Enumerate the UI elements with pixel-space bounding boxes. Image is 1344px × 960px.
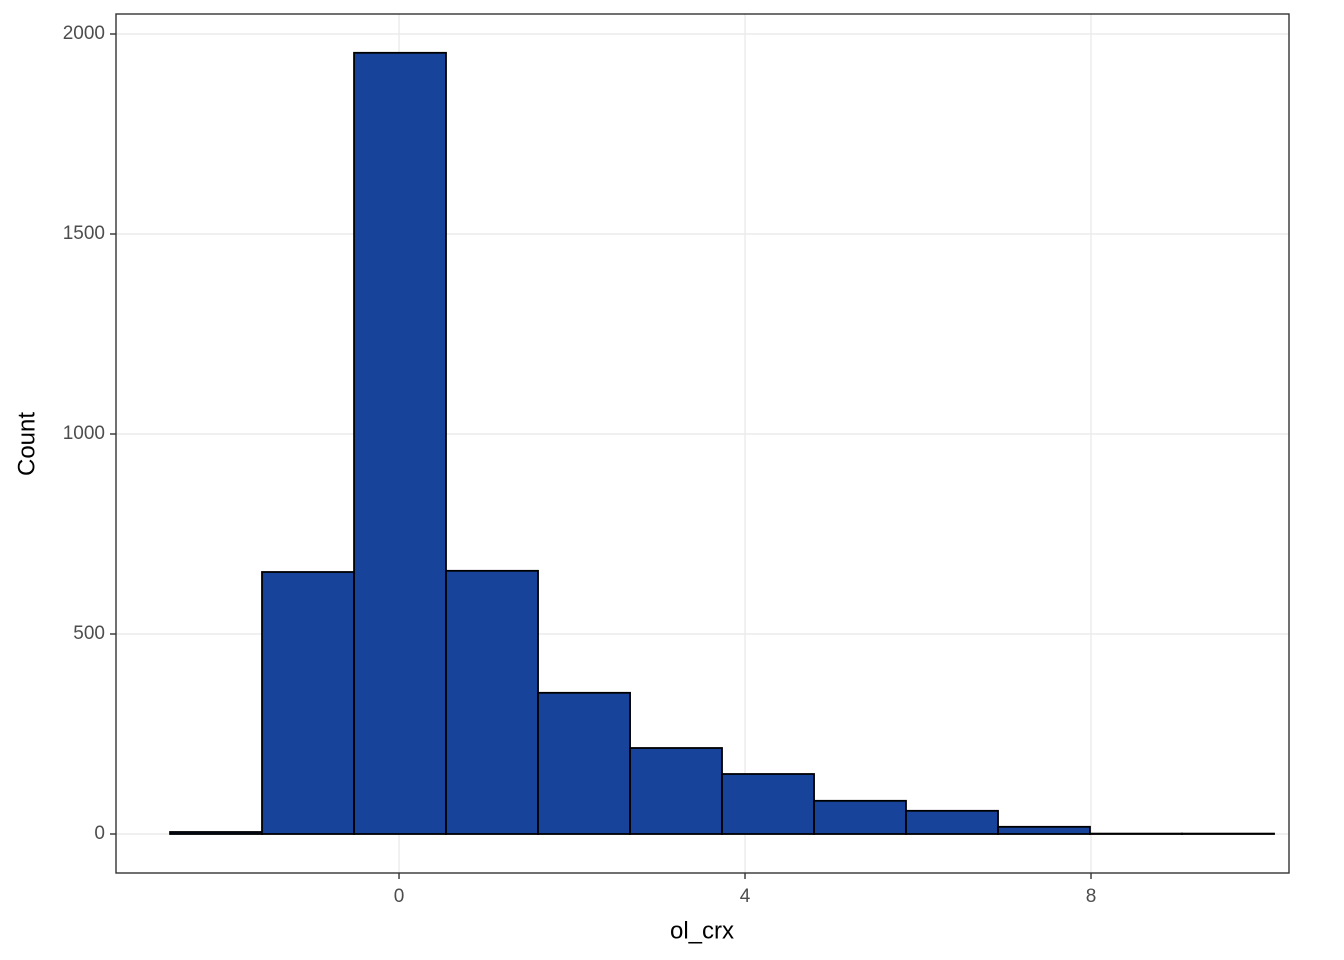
panel-border [115, 13, 1290, 874]
y-tick-label: 500 [73, 623, 105, 644]
x-tick-label: 0 [394, 886, 405, 907]
bar [721, 773, 815, 835]
bar [353, 51, 447, 835]
bar [537, 691, 631, 835]
bar [813, 799, 907, 835]
x-tick-label: 8 [1086, 886, 1097, 907]
bar [997, 825, 1091, 835]
y-tick-label: 1500 [63, 223, 105, 244]
bar [169, 831, 263, 835]
y-axis-label: Count [13, 412, 40, 476]
bar [445, 569, 539, 835]
x-axis-label: ol_crx [670, 917, 734, 944]
bar [629, 747, 723, 835]
y-tick-label: 0 [94, 823, 105, 844]
y-tick-label: 2000 [63, 23, 105, 44]
bar [905, 809, 999, 835]
x-tick-label: 4 [740, 886, 751, 907]
y-tick-label: 1000 [63, 423, 105, 444]
bar [261, 571, 355, 835]
